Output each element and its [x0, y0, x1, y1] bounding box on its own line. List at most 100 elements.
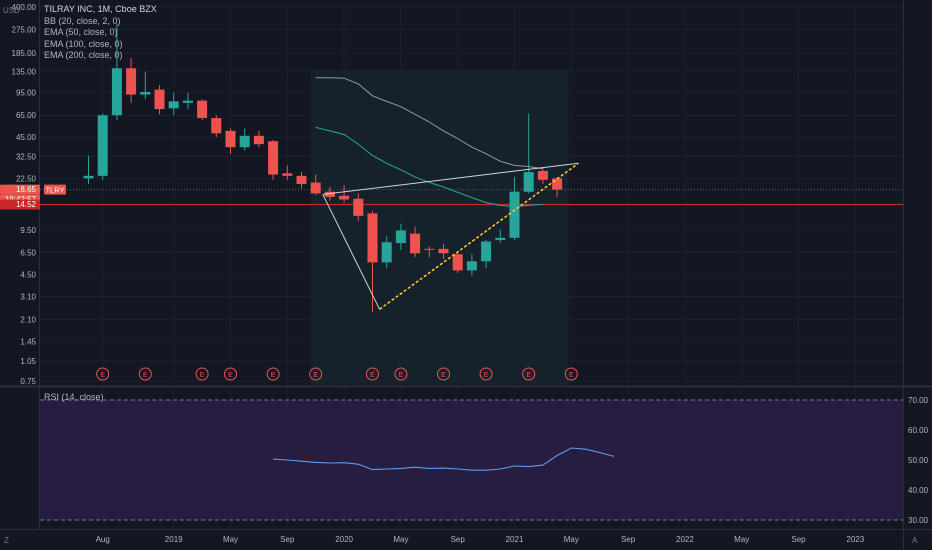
candle-body: [111, 68, 122, 116]
indicator-ema-50[interactable]: EMA (50, close, 0): [44, 27, 118, 37]
ema-slow-line: [315, 77, 543, 170]
candle-body: [438, 248, 449, 254]
earnings-marker-circle: [224, 367, 237, 381]
indicator-ema-100[interactable]: EMA (100, close, 0): [44, 38, 123, 49]
candle-body: [324, 191, 335, 197]
earnings-marker-label: E: [271, 372, 276, 379]
timezone-z-button[interactable]: Z: [4, 536, 9, 545]
earnings-marker-label: E: [526, 372, 531, 379]
earnings-marker-label: E: [441, 372, 446, 379]
y-tick-label: 275.00: [12, 25, 37, 34]
candle-body: [381, 242, 392, 263]
earnings-marker: E: [437, 367, 450, 381]
x-tick-label: Aug: [96, 535, 110, 544]
candle-body: [154, 89, 165, 110]
earnings-marker-circle: [195, 367, 209, 381]
candle-body: [239, 135, 250, 148]
candle-body: [424, 248, 435, 250]
support-trendline: [379, 162, 579, 310]
x-tick-label: Sep: [280, 535, 295, 544]
earnings-marker-label: E: [200, 372, 205, 379]
rsi-tick-label: 60.00: [908, 426, 929, 435]
candle-body: [395, 230, 406, 244]
rsi-line: [273, 447, 615, 471]
earnings-marker-circle: [394, 367, 408, 381]
y-tick-label: 2.10: [20, 316, 36, 325]
rsi-tick-label: 70.00: [908, 396, 929, 405]
x-tick-label: 2022: [676, 535, 694, 544]
candle-body: [509, 191, 520, 238]
candle-body: [197, 100, 208, 119]
ticker-badge: TLRY: [44, 184, 66, 195]
candle-body: [225, 130, 236, 148]
candle-body: [537, 170, 548, 180]
last-price-badge-text: 18.65: [16, 185, 37, 194]
y-tick-label: 4.50: [20, 270, 36, 279]
hline-price-badge: 14.52: [0, 199, 40, 210]
auto-scale-button[interactable]: A: [912, 536, 918, 545]
candle-body: [495, 237, 506, 241]
ema-fast-line: [315, 126, 543, 208]
y-tick-label: 1.45: [20, 338, 36, 347]
earnings-marker: E: [138, 367, 152, 381]
earnings-marker-circle: [138, 367, 152, 381]
candle-body: [310, 182, 321, 194]
earnings-marker-circle: [479, 367, 493, 381]
chart-legend: TILRAY INC, 1M, Cboe BZX BB (20, close, …: [44, 4, 157, 62]
earnings-marker-label: E: [100, 372, 105, 379]
pattern-line: [322, 162, 579, 195]
rsi-legend[interactable]: RSI (14, close): [44, 392, 104, 402]
indicator-bb[interactable]: BB (20, close, 2, 0): [44, 15, 121, 26]
candle-body: [253, 135, 264, 145]
earnings-marker: E: [96, 367, 110, 381]
earnings-marker: E: [564, 367, 578, 381]
candle-body: [296, 175, 307, 184]
y-tick-label: 9.50: [20, 226, 36, 235]
currency-label[interactable]: USD: [3, 6, 20, 15]
pattern-line: [322, 194, 381, 310]
hline-price-badge-text: 14.52: [16, 200, 37, 209]
candle-body: [523, 172, 534, 192]
earnings-marker-circle: [309, 367, 323, 381]
candle-body: [168, 101, 179, 109]
candle-body: [97, 115, 108, 176]
earnings-marker: E: [224, 367, 237, 381]
earnings-marker-circle: [266, 367, 280, 381]
candle-body: [182, 100, 193, 103]
candle-body: [282, 173, 293, 176]
x-tick-label: 2023: [846, 535, 864, 544]
candle-body: [452, 254, 463, 271]
last-price-badge: 18.65: [0, 184, 40, 195]
indicator-ema-200[interactable]: EMA (200, close, 0): [44, 50, 123, 60]
x-tick-label: May: [393, 535, 408, 544]
earnings-marker-circle: [564, 367, 578, 381]
earnings-marker-circle: [522, 367, 536, 381]
rsi-tick-label: 30.00: [908, 516, 929, 525]
earnings-marker-label: E: [399, 372, 404, 379]
y-tick-label: 65.00: [16, 111, 37, 120]
y-tick-label: 6.50: [20, 248, 36, 257]
x-tick-label: May: [223, 535, 238, 544]
last-price-badge-bg: [0, 184, 40, 195]
symbol-title[interactable]: TILRAY INC, 1M, Cboe BZX: [44, 4, 157, 14]
y-tick-label: 95.00: [16, 89, 37, 98]
earnings-marker: E: [394, 367, 408, 381]
candle-body: [353, 198, 364, 216]
earnings-marker-label: E: [370, 372, 375, 379]
candle-body: [410, 233, 421, 254]
x-tick-label: 2020: [335, 535, 353, 544]
ticker-badge-bg: [44, 184, 66, 195]
candle-body: [83, 175, 94, 179]
y-tick-label: 3.10: [20, 292, 36, 301]
rsi-tick-label: 50.00: [908, 456, 929, 465]
earnings-marker-label: E: [143, 372, 148, 379]
hline-price-badge-bg: [0, 199, 40, 210]
candle-body: [126, 68, 137, 95]
earnings-marker: E: [266, 367, 280, 381]
x-tick-label: Sep: [451, 535, 466, 544]
earnings-marker: E: [479, 367, 493, 381]
earnings-marker-label: E: [484, 372, 489, 379]
candle-body: [339, 195, 350, 200]
ticker-badge-text: TLRY: [45, 186, 64, 195]
